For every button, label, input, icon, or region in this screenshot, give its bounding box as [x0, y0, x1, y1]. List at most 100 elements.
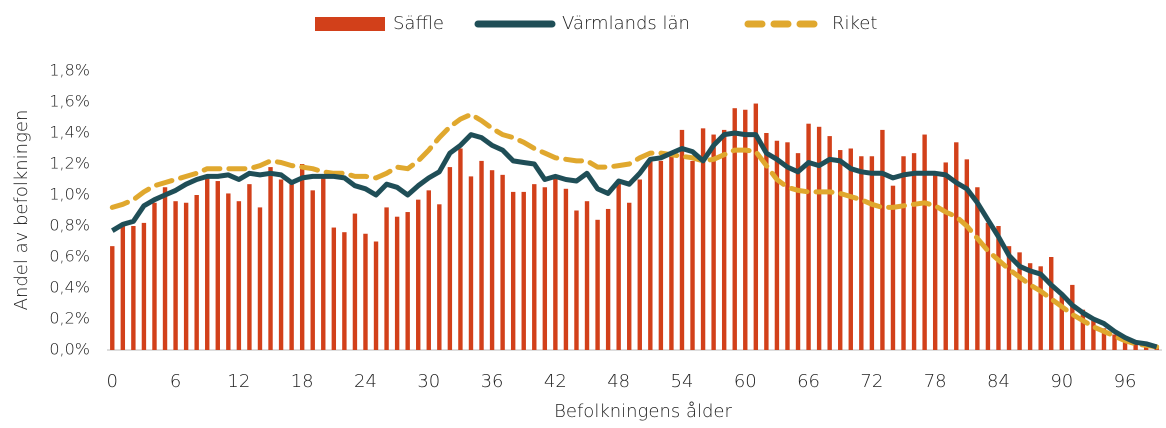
- bar: [479, 160, 484, 350]
- x-tick-label: 24: [354, 371, 377, 392]
- legend-label: Riket: [832, 13, 877, 34]
- bar: [584, 201, 590, 350]
- x-tick-label: 60: [734, 371, 757, 392]
- bar: [384, 207, 389, 350]
- bar: [542, 187, 548, 350]
- bar: [806, 123, 811, 350]
- bar: [447, 167, 453, 350]
- bar: [605, 208, 611, 350]
- bar: [996, 226, 1001, 350]
- bar: [278, 179, 284, 350]
- bar: [964, 159, 970, 350]
- bar: [627, 202, 632, 350]
- y-tick-label: 1,8%: [49, 61, 90, 80]
- y-tick-label: 1,0%: [49, 185, 90, 204]
- bar: [205, 176, 210, 350]
- bar: [690, 160, 695, 350]
- y-tick-label: 1,4%: [49, 123, 90, 142]
- bar: [342, 232, 347, 350]
- x-tick-label: 84: [987, 371, 1010, 392]
- bar: [848, 148, 853, 350]
- bar: [247, 184, 252, 350]
- bar: [521, 191, 526, 350]
- y-tick-label: 1,2%: [49, 154, 90, 173]
- bar: [1080, 309, 1086, 350]
- bar: [510, 191, 516, 350]
- bar: [732, 108, 737, 350]
- x-tick-label: 48: [607, 371, 630, 392]
- bar: [563, 188, 569, 350]
- bar: [859, 156, 864, 350]
- legend-label: Säffle: [393, 13, 444, 34]
- bar: [816, 126, 822, 350]
- bar: [458, 148, 463, 350]
- bar: [753, 103, 759, 350]
- bar: [1017, 252, 1022, 350]
- bar: [183, 202, 189, 350]
- bar: [827, 136, 832, 350]
- x-tick-label: 18: [291, 371, 314, 392]
- bar: [616, 182, 621, 350]
- bar: [1112, 334, 1117, 350]
- bar: [405, 212, 410, 350]
- bar: [310, 190, 315, 350]
- bar: [236, 201, 242, 350]
- bar: [352, 213, 358, 350]
- bar: [426, 190, 431, 350]
- bar: [162, 187, 168, 350]
- bar: [1049, 257, 1054, 350]
- bar: [1122, 339, 1128, 350]
- x-tick-label: 30: [417, 371, 440, 392]
- bar: [954, 142, 959, 350]
- x-tick-label: 54: [671, 371, 694, 392]
- bar: [595, 219, 600, 350]
- bar: [880, 129, 885, 350]
- bar: [922, 134, 927, 350]
- bar: [975, 187, 980, 350]
- bar: [321, 176, 326, 350]
- bar: [901, 156, 906, 350]
- bar: [774, 140, 780, 350]
- bar: [911, 153, 917, 350]
- y-tick-label: 0,6%: [49, 247, 90, 266]
- bar: [394, 216, 400, 350]
- bar: [141, 222, 147, 350]
- bar: [1059, 295, 1064, 350]
- x-tick-label: 0: [107, 371, 118, 392]
- y-tick-label: 0,0%: [49, 340, 90, 359]
- bar: [289, 182, 294, 350]
- bar: [1027, 263, 1033, 350]
- bar: [985, 222, 991, 350]
- bar: [648, 160, 653, 350]
- x-tick-label: 72: [860, 371, 883, 392]
- line-series: [111, 130, 1158, 350]
- bar: [215, 181, 220, 350]
- bar: [226, 193, 231, 350]
- bar: [795, 153, 801, 350]
- bar: [1070, 284, 1075, 350]
- bar: [1101, 328, 1107, 350]
- legend-label: Värmlands län: [562, 13, 690, 34]
- bar: [194, 195, 199, 350]
- bar: [110, 246, 115, 350]
- line-series: [109, 111, 1160, 350]
- bar: [173, 201, 178, 350]
- y-axis-title: Andel av befolkningen: [11, 110, 32, 311]
- bar: [869, 156, 875, 350]
- bar: [711, 134, 716, 350]
- bar: [1038, 266, 1043, 350]
- bar: [700, 128, 706, 350]
- bar: [669, 156, 674, 350]
- bar: [363, 233, 368, 350]
- bar: [532, 184, 537, 350]
- bar: [1006, 246, 1012, 350]
- bar: [131, 226, 136, 350]
- bar: [257, 207, 263, 350]
- legend-swatch: [315, 17, 385, 31]
- y-tick-label: 1,6%: [49, 92, 90, 111]
- bar: [468, 176, 474, 350]
- bar: [416, 199, 421, 350]
- bar: [743, 109, 748, 350]
- bar: [373, 241, 379, 350]
